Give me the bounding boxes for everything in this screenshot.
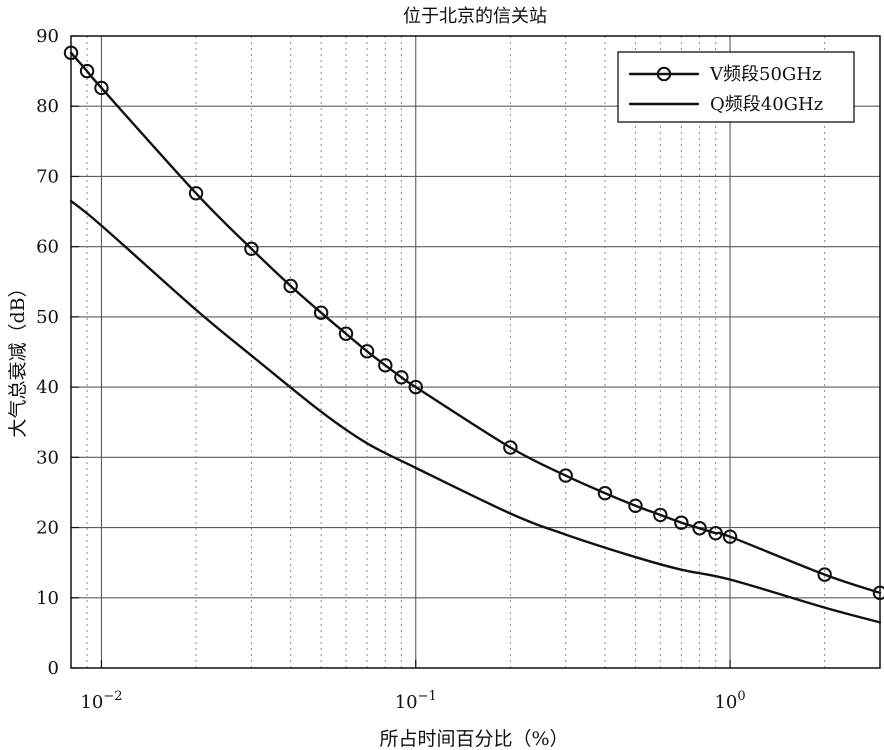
y-axis-title: 大气总衰减（dB） <box>7 278 29 437</box>
y-tick-label-70: 70 <box>36 166 59 187</box>
series-1-point-5 <box>244 241 259 256</box>
legend-label-1: V频段50GHz <box>709 64 821 85</box>
series-1-point-13 <box>503 440 518 455</box>
y-tick-label-80: 80 <box>36 96 59 117</box>
series-1-point-23 <box>872 585 884 601</box>
series-1-point-22 <box>817 567 832 582</box>
series-1-point-18 <box>674 515 689 530</box>
plot-frame-layer <box>70 35 881 669</box>
legend-marker-1 <box>656 66 672 82</box>
legend-box <box>617 51 855 123</box>
series-1-point-11 <box>394 370 409 385</box>
series-1-point-21 <box>722 529 738 544</box>
y-tick-label-10: 10 <box>36 588 59 609</box>
series-1-point-2 <box>79 63 95 79</box>
series-1-point-15 <box>597 485 613 501</box>
legend: V频段50GHz Q频段40GHz <box>617 51 855 123</box>
y-tick-label-60: 60 <box>36 237 59 258</box>
chart-title: 位于北京的信关站 <box>403 6 547 27</box>
y-tick-label-40: 40 <box>36 377 59 398</box>
series-1-point-10 <box>378 358 393 373</box>
y-tick-label-90: 90 <box>36 26 59 47</box>
series-1-point-9 <box>359 344 375 359</box>
legend-label-2: Q频段40GHz <box>710 94 823 115</box>
series-1-point-3 <box>94 80 109 96</box>
y-tick-label-30: 30 <box>36 447 59 468</box>
grid-layer <box>70 35 881 669</box>
x-tick-label-−2: 10−2 <box>80 689 122 713</box>
x-tick-label-0: 100 <box>714 689 745 713</box>
series-1-point-6 <box>283 278 298 294</box>
x-tick-label-−1: 10−1 <box>395 689 437 713</box>
axes-layer: 10−2 10−1 100 0 10 20 30 40 50 60 70 80 90 <box>36 26 746 713</box>
series-layer <box>63 45 884 624</box>
series-line-1 <box>69 51 882 595</box>
series-1-point-14 <box>558 468 573 483</box>
series-1-point-19 <box>692 521 707 536</box>
y-tick-label-50: 50 <box>36 307 59 328</box>
plot-frame <box>70 35 881 669</box>
series-1-point-1 <box>63 45 79 61</box>
y-tick-label-0: 0 <box>48 658 59 679</box>
series-1-point-12 <box>408 379 423 395</box>
series-1-point-20 <box>708 525 723 541</box>
series-1-point-7 <box>313 305 329 320</box>
x-axis-title: 所占时间百分比（%） <box>379 728 568 750</box>
series-1-point-4 <box>188 186 204 201</box>
series-1-point-17 <box>653 507 668 523</box>
series-1-point-8 <box>338 326 354 341</box>
series-1-point-16 <box>628 498 643 513</box>
y-tick-label-20: 20 <box>36 518 59 539</box>
series-line-2 <box>69 199 882 624</box>
